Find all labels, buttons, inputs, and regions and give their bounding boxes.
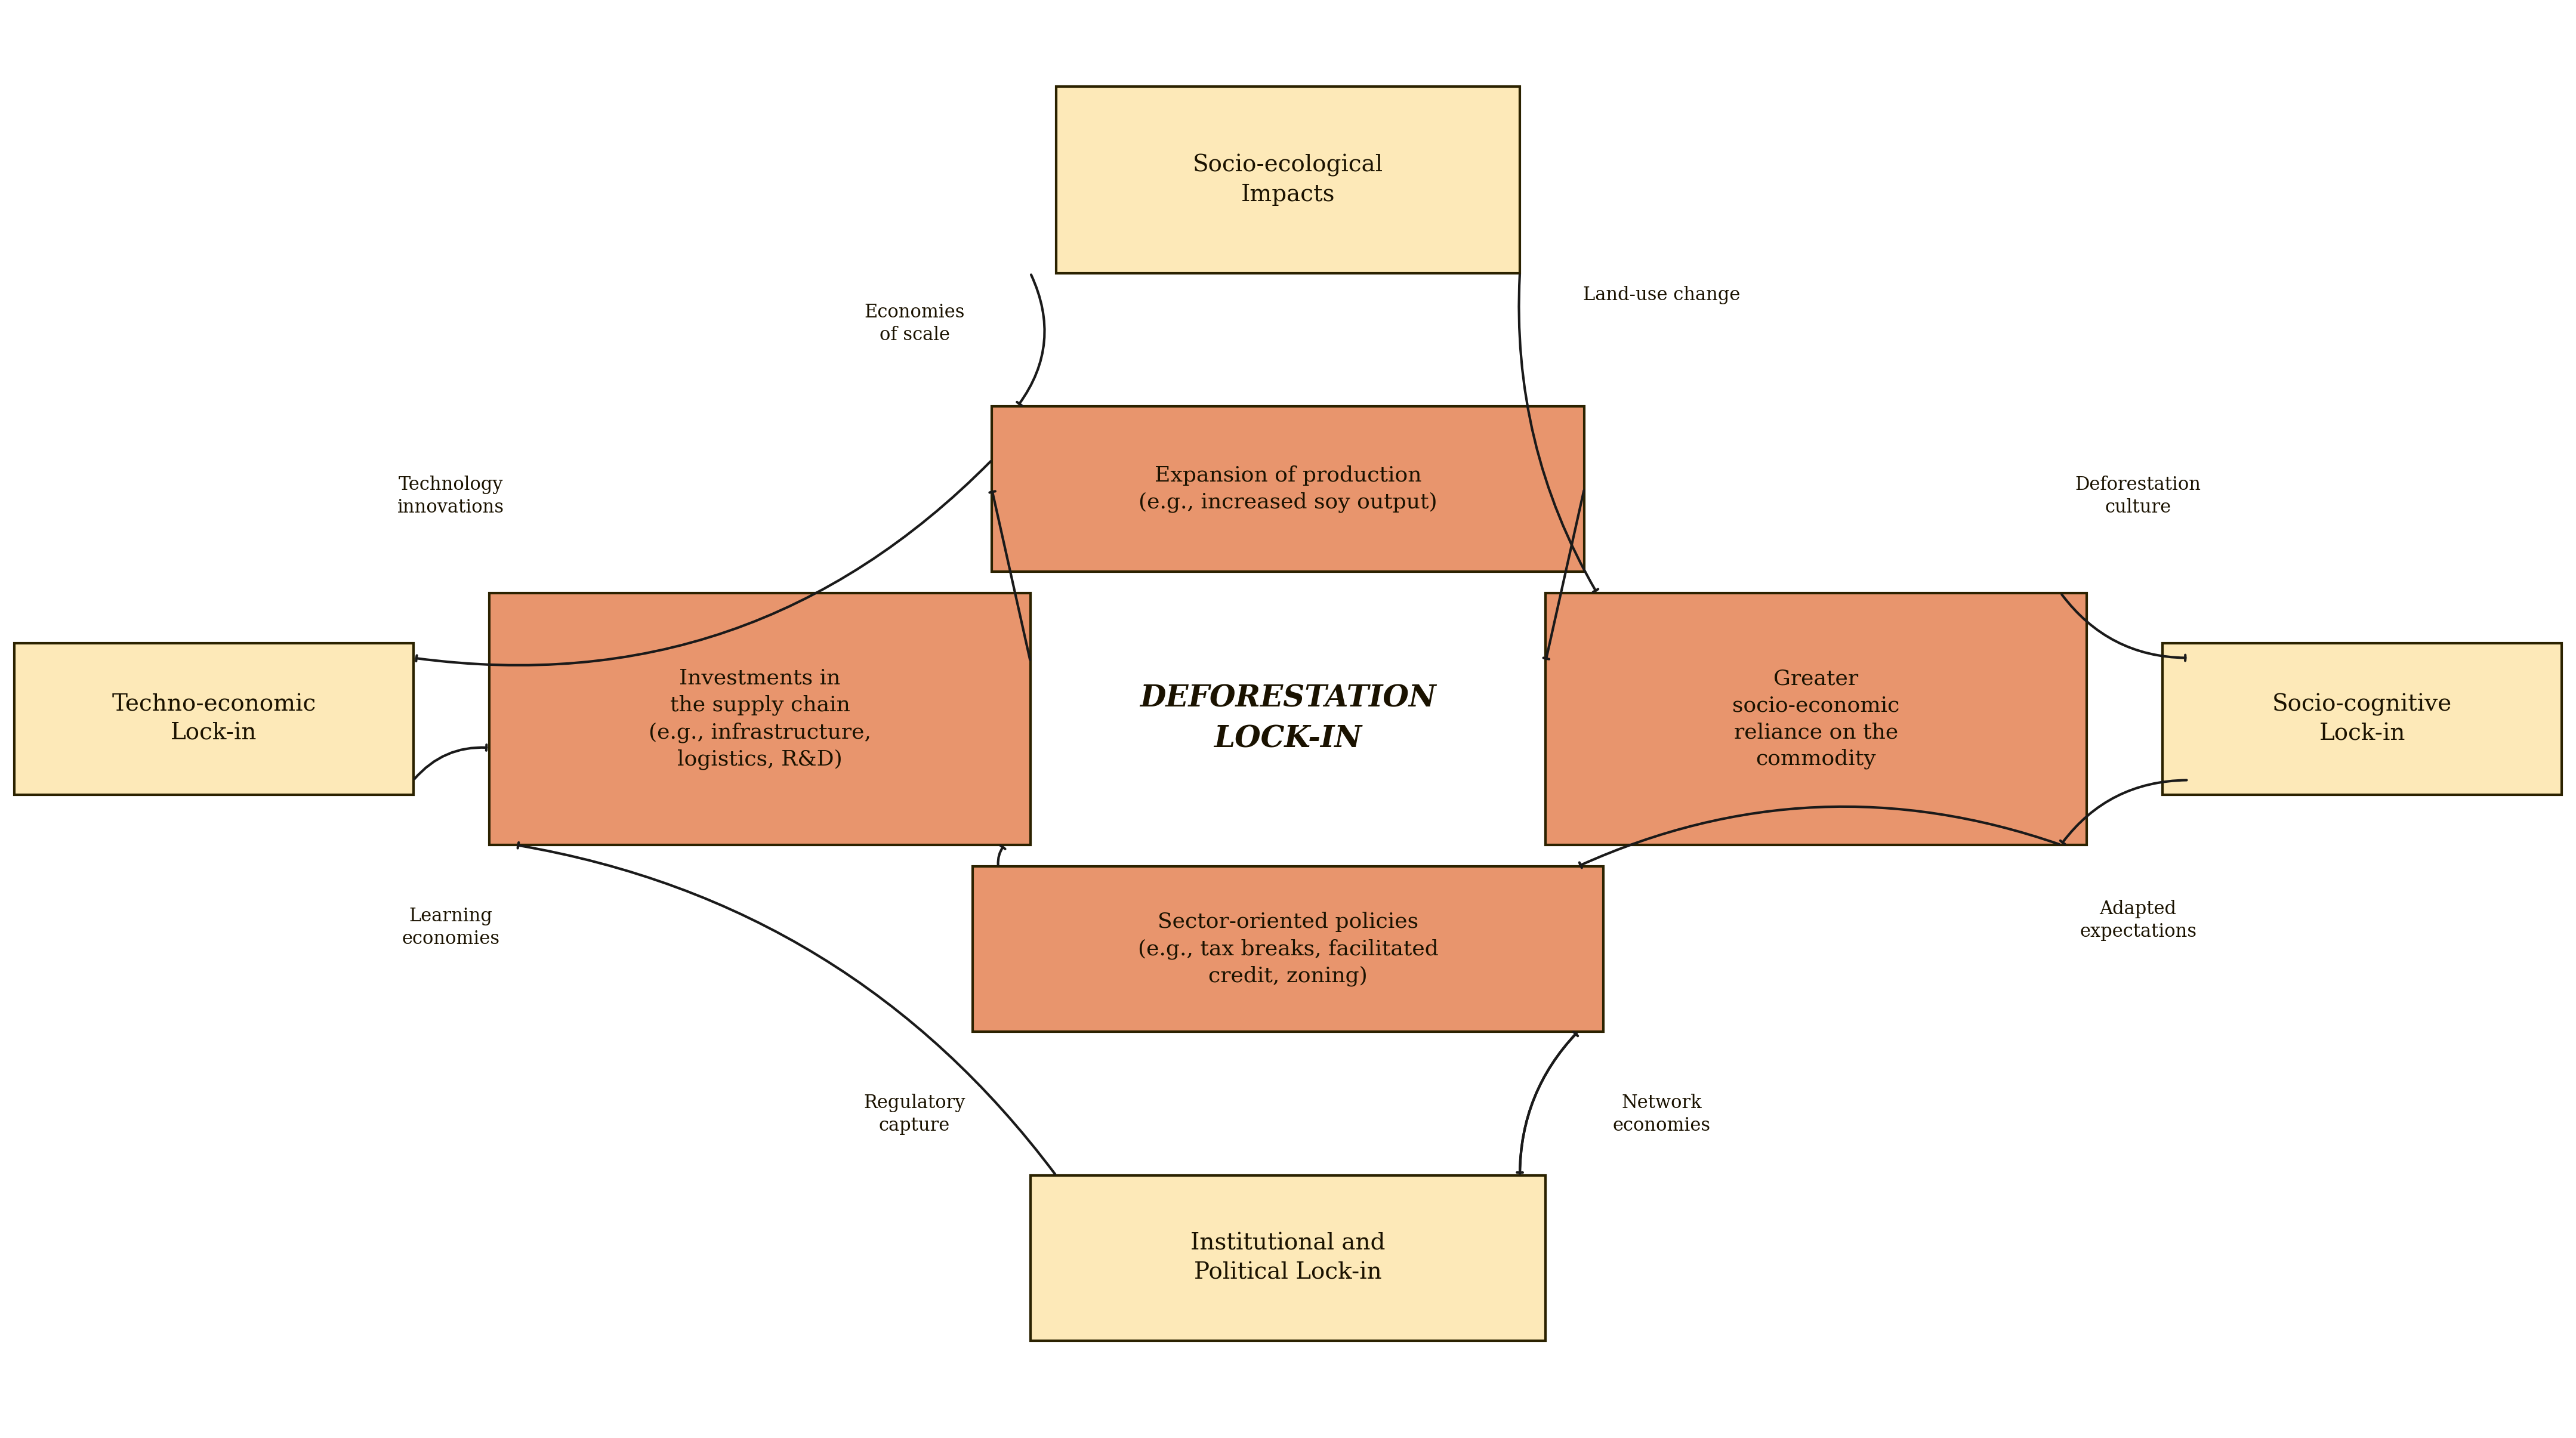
Text: Economies
of scale: Economies of scale [863, 303, 966, 344]
FancyBboxPatch shape [2164, 644, 2561, 794]
Text: Institutional and
Political Lock-in: Institutional and Political Lock-in [1190, 1232, 1386, 1284]
FancyBboxPatch shape [992, 407, 1584, 571]
Text: Greater
socio-economic
reliance on the
commodity: Greater socio-economic reliance on the c… [1734, 669, 1899, 769]
Text: Land-use change: Land-use change [1582, 286, 1741, 303]
Text: Learning
economies: Learning economies [402, 907, 500, 948]
Text: Technology
innovations: Technology innovations [397, 476, 505, 516]
Text: Network
economies: Network economies [1613, 1094, 1710, 1135]
Text: DEFORESTATION
LOCK-IN: DEFORESTATION LOCK-IN [1139, 684, 1437, 754]
Text: Socio-cognitive
Lock-in: Socio-cognitive Lock-in [2272, 693, 2452, 745]
FancyBboxPatch shape [489, 594, 1030, 846]
Text: Regulatory
capture: Regulatory capture [863, 1094, 966, 1135]
Text: Socio-ecological
Impacts: Socio-ecological Impacts [1193, 154, 1383, 206]
Text: Sector-oriented policies
(e.g., tax breaks, facilitated
credit, zoning): Sector-oriented policies (e.g., tax brea… [1139, 912, 1437, 986]
FancyBboxPatch shape [1546, 594, 2087, 846]
FancyBboxPatch shape [15, 644, 412, 794]
Text: Adapted
expectations: Adapted expectations [2079, 900, 2197, 940]
FancyBboxPatch shape [1056, 86, 1520, 273]
FancyBboxPatch shape [974, 866, 1602, 1032]
FancyBboxPatch shape [1030, 1176, 1546, 1340]
Text: Deforestation
culture: Deforestation culture [2076, 476, 2200, 516]
Text: Expansion of production
(e.g., increased soy output): Expansion of production (e.g., increased… [1139, 466, 1437, 512]
Text: Techno-economic
Lock-in: Techno-economic Lock-in [111, 693, 317, 745]
Text: Investments in
the supply chain
(e.g., infrastructure,
logistics, R&D): Investments in the supply chain (e.g., i… [649, 669, 871, 769]
